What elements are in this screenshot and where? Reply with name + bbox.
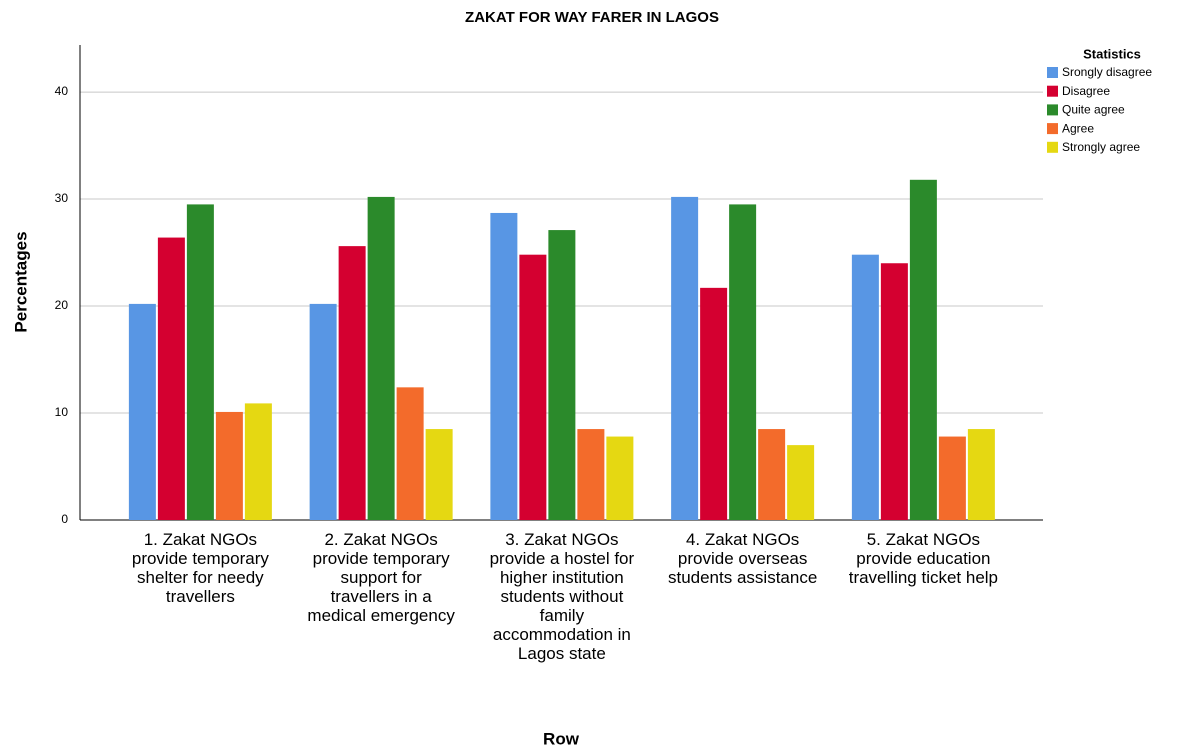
chart-title: ZAKAT FOR WAY FARER IN LAGOS xyxy=(465,9,719,26)
legend-swatch xyxy=(1047,104,1058,116)
legend-swatch xyxy=(1047,85,1058,97)
bar xyxy=(309,303,337,520)
y-tick-label: 10 xyxy=(55,405,69,419)
bar xyxy=(606,436,634,520)
x-tick-label-box: 5. Zakat NGOs provide education travelli… xyxy=(848,530,999,587)
y-axis-label: Percentages xyxy=(11,231,30,332)
x-tick-label: 1. Zakat NGOs provide temporary shelter … xyxy=(131,530,269,606)
bar xyxy=(967,429,995,520)
bar xyxy=(851,254,879,520)
x-tick-label: 3. Zakat NGOs provide a hostel for highe… xyxy=(489,530,635,663)
legend-label: Disagree xyxy=(1062,84,1110,98)
y-tick-label: 30 xyxy=(55,191,69,205)
bar xyxy=(758,429,786,520)
bar xyxy=(425,429,453,520)
bar xyxy=(244,403,272,520)
x-tick-label-box: 3. Zakat NGOs provide a hostel for highe… xyxy=(489,530,635,663)
bar xyxy=(787,445,815,520)
y-tick-label: 40 xyxy=(55,84,69,98)
x-tick-label: 2. Zakat NGOs provide temporary support … xyxy=(307,530,455,625)
legend-swatch xyxy=(1047,123,1058,135)
bar xyxy=(880,263,908,520)
x-tick-label-box: 2. Zakat NGOs provide temporary support … xyxy=(307,530,455,625)
bar xyxy=(519,254,547,520)
legend-label: Strongly agree xyxy=(1062,140,1140,154)
bar xyxy=(396,387,424,520)
bar xyxy=(729,204,757,521)
x-axis-label: Row xyxy=(543,729,580,745)
legend-label: Srongly disagree xyxy=(1062,65,1152,79)
x-tick-label-box: 1. Zakat NGOs provide temporary shelter … xyxy=(131,530,269,606)
bar xyxy=(215,411,243,520)
bar xyxy=(548,230,576,520)
y-tick-label: 20 xyxy=(55,298,69,312)
bar xyxy=(186,204,214,521)
x-tick-label: 4. Zakat NGOs provide overseas students … xyxy=(667,530,818,587)
bar xyxy=(128,303,156,520)
x-tick-label: 5. Zakat NGOs provide education travelli… xyxy=(848,530,999,587)
bar xyxy=(700,287,728,520)
legend-label: Agree xyxy=(1062,121,1094,135)
bar xyxy=(909,179,937,520)
bar xyxy=(157,237,185,520)
bar xyxy=(490,212,518,520)
x-tick-label-box: 4. Zakat NGOs provide overseas students … xyxy=(667,530,818,587)
bar xyxy=(338,246,366,520)
bar xyxy=(671,196,699,520)
legend-swatch xyxy=(1047,141,1058,153)
legend-label: Quite agree xyxy=(1062,103,1125,117)
bar xyxy=(367,196,395,520)
legend-title: Statistics xyxy=(1083,46,1141,61)
y-tick-label: 0 xyxy=(61,512,68,526)
legend-swatch xyxy=(1047,67,1058,78)
bar xyxy=(577,429,605,520)
bar xyxy=(938,436,966,520)
